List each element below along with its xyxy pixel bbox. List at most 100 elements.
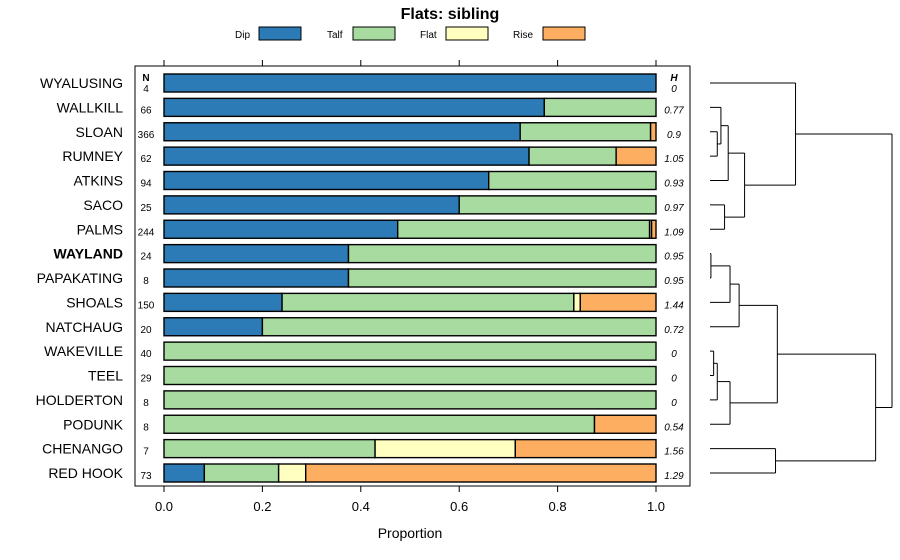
h-value: 0.77: [664, 105, 684, 116]
bar-segment-talf: [397, 219, 651, 239]
bar-segment-rise: [650, 219, 657, 239]
n-value: 150: [138, 300, 155, 311]
h-value: 0: [671, 84, 677, 95]
h-value: 0.72: [664, 325, 684, 336]
category-label: TEEL: [88, 368, 123, 384]
h-value: 0: [671, 374, 677, 385]
category-label: SHOALS: [66, 294, 123, 310]
legend-swatch-talf: [352, 26, 396, 41]
bar-segment-rise: [514, 438, 657, 459]
bar-segment-talf: [203, 463, 280, 483]
bar-segment-dip: [163, 219, 399, 239]
legend-label-rise: Rise: [513, 30, 533, 41]
category-label: PODUNK: [63, 416, 124, 432]
h-value: 1.05: [664, 154, 684, 165]
category-label: ATKINS: [73, 173, 123, 189]
legend-swatch-rise: [542, 26, 586, 41]
n-value: 7: [143, 447, 149, 458]
category-label: WALLKILL: [57, 99, 124, 115]
bar-segment-flat: [374, 438, 516, 459]
bar-segment-talf: [528, 146, 617, 166]
n-value: 25: [140, 203, 152, 214]
bar-segment-dip: [163, 146, 530, 166]
n-value: 40: [140, 349, 152, 360]
bar-segment-talf: [281, 292, 575, 313]
category-label: WYALUSING: [40, 75, 123, 91]
legend-label-talf: Talf: [327, 30, 343, 41]
category-label: PAPAKATING: [37, 270, 123, 286]
bar-segment-talf: [458, 195, 657, 215]
bar-segment-talf: [261, 317, 657, 337]
n-value: 73: [140, 471, 152, 482]
bar-segment-dip: [163, 292, 283, 313]
category-label: HOLDERTON: [36, 392, 123, 408]
n-value: 24: [140, 252, 152, 263]
h-value: 1.09: [664, 227, 684, 238]
h-value: 0: [671, 398, 677, 409]
legend: Dip Talf Flat Rise: [235, 26, 586, 41]
n-value: 4: [143, 84, 149, 95]
n-value: 8: [143, 422, 149, 433]
category-label: SACO: [83, 197, 123, 213]
bar-segment-talf: [519, 122, 652, 142]
x-tick-label: 0.0: [155, 499, 173, 514]
bar-segment-talf: [347, 243, 657, 264]
bar-segment-flat: [277, 463, 307, 483]
bar-segment-dip: [163, 97, 546, 118]
n-value: 244: [138, 227, 155, 238]
chart-title: Flats: sibling: [401, 6, 500, 23]
bar-segment-rise: [579, 292, 657, 313]
category-label: PALMS: [77, 221, 123, 237]
category-label: RUMNEY: [62, 148, 123, 164]
x-tick-label: 0.8: [549, 499, 567, 514]
h-header: H: [670, 73, 678, 84]
x-tick-label: 0.6: [450, 499, 468, 514]
n-value: 94: [140, 179, 152, 190]
dendrogram: [710, 82, 893, 474]
bar-segment-talf: [543, 97, 657, 118]
n-value: 20: [140, 325, 152, 336]
category-label: RED HOOK: [48, 465, 123, 481]
n-value: 366: [138, 130, 155, 141]
h-value: 0: [671, 349, 677, 360]
bar-segment-talf: [163, 365, 657, 386]
n-value: 62: [140, 154, 152, 165]
bar-segment-dip: [163, 268, 350, 288]
h-value: 1.56: [664, 447, 684, 458]
bar-segment-dip: [163, 170, 490, 191]
legend-label-dip: Dip: [235, 30, 250, 41]
x-tick-label: 1.0: [647, 499, 665, 514]
x-tick-label: 0.4: [352, 499, 370, 514]
h-value: 0.95: [664, 276, 684, 287]
category-label: WAKEVILLE: [44, 343, 123, 359]
bar-segment-talf: [347, 268, 657, 288]
h-value: 1.44: [664, 300, 684, 311]
h-value: 0.97: [664, 203, 684, 214]
h-value: 1.29: [664, 471, 684, 482]
category-label: SLOAN: [76, 124, 123, 140]
bar-segment-rise: [615, 146, 657, 166]
bar-segment-dip: [163, 317, 264, 337]
x-tick-label: 0.2: [253, 499, 271, 514]
bar-segment-talf: [163, 438, 376, 459]
h-value: 0.95: [664, 252, 684, 263]
category-label: NATCHAUG: [45, 319, 123, 335]
bar-segment-talf: [163, 341, 657, 361]
bar-segment-rise: [649, 122, 657, 142]
plot-frame: [134, 65, 691, 487]
category-label: CHENANGO: [42, 441, 123, 457]
n-value: 66: [140, 105, 152, 116]
n-value: 8: [143, 276, 149, 287]
bar-segment-flat: [573, 292, 581, 313]
category-label: WAYLAND: [54, 246, 124, 262]
bar-segment-dip: [163, 243, 350, 264]
bar-segment-dip: [163, 195, 460, 215]
bar-segment-talf: [488, 170, 657, 191]
n-value: 29: [140, 374, 152, 385]
h-value: 0.93: [664, 179, 684, 190]
h-value: 0.54: [664, 422, 684, 433]
bar-segment-dip: [163, 73, 657, 93]
legend-label-flat: Flat: [420, 30, 437, 41]
